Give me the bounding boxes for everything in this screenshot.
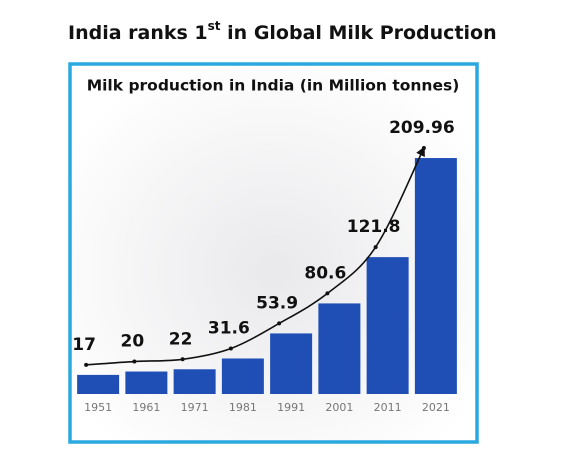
trend-point bbox=[228, 346, 233, 351]
trend-point bbox=[373, 245, 378, 250]
trend-point bbox=[132, 359, 137, 364]
trend-point bbox=[84, 362, 89, 367]
bar bbox=[366, 257, 409, 394]
x-tick-label: 1981 bbox=[229, 401, 257, 414]
chart-title: Milk production in India (in Million ton… bbox=[87, 77, 460, 95]
trend-point bbox=[180, 357, 185, 362]
bar bbox=[125, 371, 168, 394]
x-tick-label: 1991 bbox=[277, 401, 305, 414]
trend-point bbox=[421, 146, 426, 151]
value-label: 22 bbox=[169, 329, 193, 349]
title-main: India ranks 1 bbox=[68, 22, 208, 44]
page-title: India ranks 1st in Global Milk Productio… bbox=[68, 19, 497, 44]
value-label: 209.96 bbox=[389, 118, 455, 138]
bar bbox=[221, 358, 264, 394]
title-rest: in Global Milk Production bbox=[221, 22, 497, 44]
x-tick-label: 2021 bbox=[422, 401, 450, 414]
trend-point bbox=[325, 291, 330, 296]
value-label: 17 bbox=[72, 335, 96, 355]
x-tick-label: 1971 bbox=[181, 401, 209, 414]
value-label: 53.9 bbox=[256, 293, 298, 313]
value-label: 80.6 bbox=[304, 263, 346, 283]
trend-point bbox=[277, 321, 282, 326]
bar bbox=[77, 374, 120, 394]
bar bbox=[414, 158, 457, 394]
bar bbox=[173, 369, 216, 394]
x-tick-label: 2011 bbox=[374, 401, 402, 414]
x-tick-label: 2001 bbox=[325, 401, 353, 414]
title-superscript: st bbox=[208, 19, 221, 33]
value-label: 121.8 bbox=[347, 217, 401, 237]
x-tick-label: 1951 bbox=[84, 401, 112, 414]
value-label: 31.6 bbox=[208, 318, 250, 338]
bar bbox=[270, 333, 313, 394]
value-label: 20 bbox=[121, 332, 145, 352]
x-tick-label: 1961 bbox=[132, 401, 160, 414]
bar bbox=[318, 303, 361, 394]
